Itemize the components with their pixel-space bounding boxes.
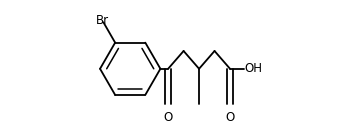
Text: Br: Br xyxy=(95,14,109,27)
Text: OH: OH xyxy=(244,62,262,75)
Text: O: O xyxy=(225,111,235,123)
Text: O: O xyxy=(163,111,173,123)
